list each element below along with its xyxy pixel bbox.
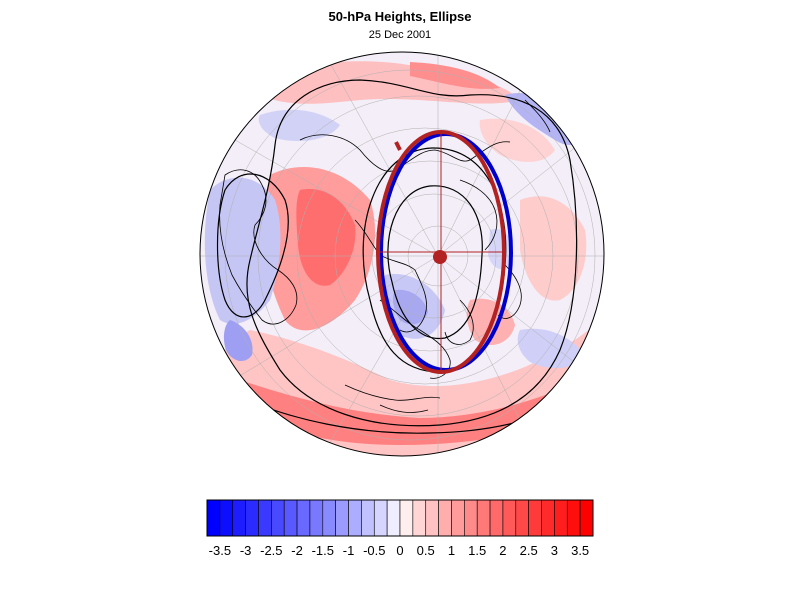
colorbar-cell (489, 499, 504, 537)
positive-anomaly-region (296, 189, 356, 286)
colorbar-frame (206, 499, 594, 537)
colorbar-tick-label: 2.5 (519, 543, 538, 558)
colorbar-cell (361, 499, 375, 537)
colorbar-cell (425, 499, 439, 537)
negative-anomaly-region (223, 320, 253, 362)
colorbar-cell (541, 499, 555, 537)
colorbar-cell (271, 499, 285, 537)
colorbar-cell (399, 499, 414, 537)
negative-anomaly-region (392, 289, 428, 325)
colorbar-cell (322, 499, 336, 537)
colorbar-cell (515, 499, 529, 537)
colorbar-tick-label: -3 (239, 543, 252, 558)
colorbar-cell (373, 499, 388, 537)
colorbar-cell (386, 499, 401, 537)
colorbar-cell (335, 499, 349, 537)
coastlines (219, 99, 551, 413)
colorbar-cell (554, 499, 568, 537)
colorbar-cell (579, 499, 594, 537)
colorbar-cell (258, 499, 272, 537)
colorbar-tick-label: 1 (447, 543, 456, 558)
colorbar-tick-label: 1.5 (468, 543, 487, 558)
colorbar-tick-label: -2 (291, 543, 303, 558)
colorbar-cell (245, 499, 259, 537)
globe-outline (199, 51, 605, 457)
figure-subtitle: 25 Dec 2001 (368, 29, 432, 41)
colorbar-cell (451, 499, 465, 537)
colorbar-cell (476, 499, 491, 537)
colorbar-cell (502, 499, 517, 537)
figure-title: 50-hPa Heights, Ellipse (328, 9, 472, 24)
colorbar-tick-label: -0.5 (363, 543, 386, 558)
colorbar-tick-label: -3.5 (208, 543, 232, 558)
colorbar-cell (464, 499, 478, 537)
colorbar-cell (438, 499, 452, 537)
colorbar-tick-label: -1.5 (311, 543, 334, 558)
colorbar-cell (219, 499, 234, 537)
negative-anomaly-region (505, 93, 581, 145)
negative-anomaly-region (488, 229, 513, 270)
colorbar-cell (309, 499, 324, 537)
ellipse-center-marker (433, 250, 447, 264)
colorbar-cell (528, 499, 542, 537)
colorbar-tick-label: 2 (499, 543, 507, 558)
colorbar-cell (566, 499, 581, 537)
colorbar-cell (206, 499, 221, 537)
colorbar-cell (412, 499, 427, 537)
colorbar-tick-label: 0 (396, 543, 404, 558)
fitted-ellipse-notch (394, 141, 402, 151)
colorbar-cell (296, 499, 311, 537)
colorbar-tick-label: -2.5 (260, 543, 283, 558)
negative-anomaly-region (517, 328, 585, 369)
colorbar-tick-label: 3.5 (571, 543, 590, 558)
colorbar-tick-label: 3 (550, 543, 559, 558)
colorbar-cell (283, 499, 298, 537)
colorbar-cell (348, 499, 362, 537)
colorbar-cells (206, 499, 594, 537)
colorbar-tick-label: -1 (342, 543, 355, 558)
colorbar-cell (232, 499, 246, 537)
positive-anomaly-region (520, 196, 587, 301)
negative-anomaly-region (258, 109, 340, 142)
colorbar-tick-label: 0.5 (416, 543, 435, 558)
